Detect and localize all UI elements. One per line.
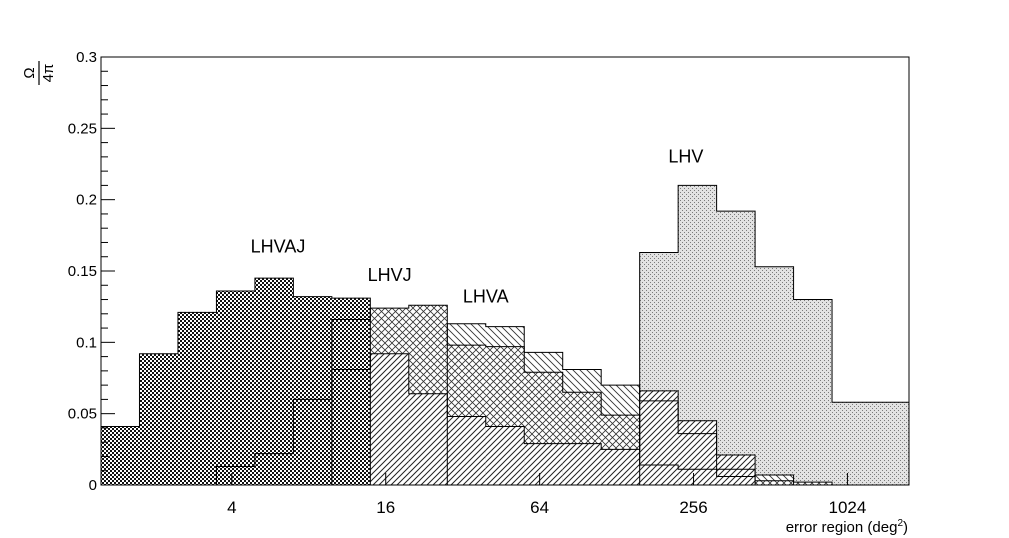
- bar-series-4-13: [678, 420, 717, 485]
- x-tick-label-3: 64: [530, 498, 549, 517]
- bar-series-4-5: [370, 353, 409, 485]
- bar-series-4-9: [524, 443, 563, 485]
- y-tick-label-2: 0.05: [68, 406, 97, 423]
- bar-lhv-7: [870, 402, 909, 485]
- bars-layer: [101, 185, 909, 485]
- bar-lhvaj-6: [293, 296, 332, 485]
- bar-lhvj-13: [793, 482, 833, 485]
- bar-lhva-9: [755, 475, 794, 485]
- bar-lhvj-12: [755, 480, 794, 485]
- x-axis-label-main: error region (deg: [786, 519, 898, 536]
- y-axis-label: Ω 4π: [21, 61, 57, 85]
- bar-series-4-10: [562, 443, 602, 485]
- x-tick-label-5: 1024: [829, 498, 867, 517]
- x-tick-label-1: 4: [227, 498, 236, 517]
- y-axis-label-denominator: 4π: [40, 64, 57, 83]
- bar-series-4-11: [601, 449, 640, 485]
- x-axis-label-close: ): [903, 519, 908, 536]
- y-tick-label-7: 0.3: [76, 49, 97, 66]
- annotation-lhv: LHV: [668, 147, 703, 167]
- bar-series-4-14: [716, 455, 756, 485]
- bar-lhvaj-7: [331, 298, 371, 485]
- y-axis-label-numerator: Ω: [21, 67, 38, 78]
- bar-lhvaj-2: [139, 353, 178, 485]
- annotation-lhvaj: LHVAJ: [251, 236, 306, 256]
- annotation-lhva: LHVA: [463, 286, 509, 306]
- bar-series-4-8: [485, 426, 525, 485]
- bar-lhv-4: [755, 266, 794, 485]
- y-tick-label-1: 0: [89, 477, 97, 494]
- bar-lhv-5: [793, 299, 833, 485]
- bar-lhvaj-5: [254, 278, 294, 485]
- outline-layer: [100, 184, 910, 485]
- outline-lhv: [639, 184, 910, 485]
- bar-lhv-6: [832, 402, 871, 485]
- bar-lhvaj-3: [177, 312, 217, 485]
- x-tick-label-2: 16: [376, 498, 395, 517]
- axes-layer: 0 0.05 0.1 0.15 0.2 0.25 0.3 4 16 64 256 1024: [68, 49, 867, 517]
- y-tick-label-4: 0.15: [68, 263, 97, 280]
- bar-series-4-7: [447, 416, 486, 485]
- x-axis-label-superscript: 2: [897, 518, 903, 529]
- x-axis-label: error region (deg2): [786, 518, 908, 536]
- y-tick-label-5: 0.2: [76, 192, 97, 209]
- bar-series-4-12: [639, 390, 679, 485]
- annotation-layer: LHVAJ LHVJ LHVA LHV: [251, 147, 704, 307]
- y-tick-label-3: 0.1: [76, 334, 97, 351]
- bar-lhv-3: [716, 211, 756, 485]
- outline-lhvaj: [100, 277, 371, 485]
- annotation-lhvj: LHVJ: [368, 265, 412, 285]
- bar-series-4-6: [408, 393, 448, 485]
- x-tick-label-4: 256: [679, 498, 707, 517]
- y-tick-label-6: 0.25: [68, 120, 97, 137]
- bar-lhvaj-4: [216, 290, 255, 485]
- outline-series-4: [215, 353, 756, 485]
- outline-lhva: [446, 323, 795, 485]
- bar-lhvaj-1: [101, 426, 140, 485]
